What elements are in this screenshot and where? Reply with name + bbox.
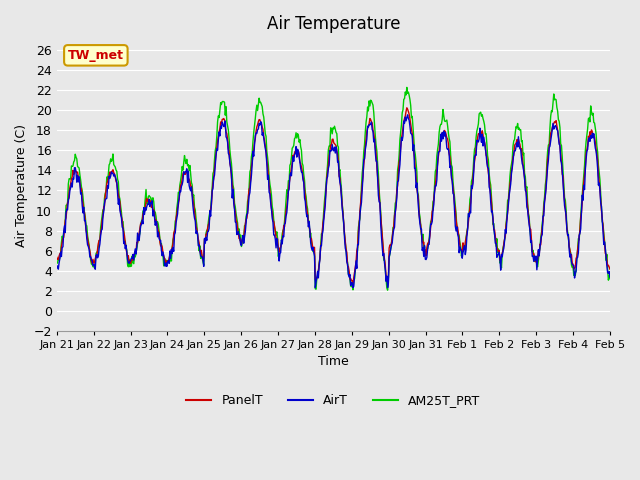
AM25T_PRT [53,261,61,266]
PanelT [176,187,184,192]
PanelT [401,113,409,119]
Text: TW_met: TW_met [68,49,124,62]
AirT [419,248,426,253]
PanelT [205,220,213,226]
Y-axis label: Air Temperature (C): Air Temperature (C) [15,124,28,247]
AirT [205,226,213,231]
AM25T_PRT [401,89,409,95]
AirT [176,188,184,194]
PanelT [349,280,357,286]
AM25T_PRT [419,239,426,245]
AirT [63,206,70,212]
Line: AirT: AirT [57,115,610,288]
AM25T_PRT [120,228,127,234]
PanelT [53,254,61,260]
Legend: PanelT, AirT, AM25T_PRT: PanelT, AirT, AM25T_PRT [182,389,485,412]
PanelT [403,105,411,111]
AirT [312,285,319,290]
Line: AM25T_PRT: AM25T_PRT [57,87,610,290]
AirT [53,263,61,268]
PanelT [419,234,426,240]
AirT [401,114,409,120]
AM25T_PRT [176,182,184,188]
Title: Air Temperature: Air Temperature [267,15,400,33]
AirT [404,112,412,118]
Line: PanelT: PanelT [57,108,610,283]
AM25T_PRT [606,276,614,282]
X-axis label: Time: Time [318,355,349,369]
AM25T_PRT [403,84,411,90]
AM25T_PRT [205,213,213,219]
AirT [606,275,614,280]
AM25T_PRT [63,202,70,208]
AM25T_PRT [384,288,392,293]
AirT [120,240,127,246]
PanelT [606,266,614,272]
PanelT [120,229,127,235]
PanelT [63,207,70,213]
